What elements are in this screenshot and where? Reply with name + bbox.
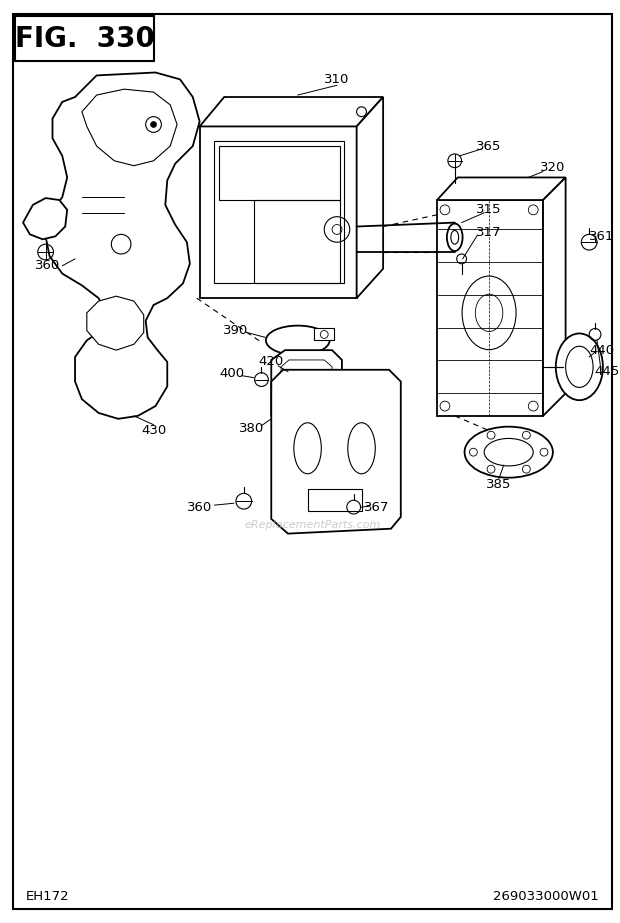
Text: 310: 310 — [324, 73, 350, 86]
Polygon shape — [200, 126, 356, 298]
Polygon shape — [272, 350, 342, 426]
Ellipse shape — [348, 423, 375, 473]
Text: 360: 360 — [35, 259, 60, 272]
Circle shape — [151, 122, 156, 127]
Text: 385: 385 — [486, 478, 512, 491]
Text: 367: 367 — [363, 500, 389, 513]
Text: 390: 390 — [223, 324, 249, 337]
Polygon shape — [437, 200, 543, 416]
Ellipse shape — [556, 333, 603, 401]
Text: 269033000W01: 269033000W01 — [494, 890, 599, 903]
Text: 315: 315 — [476, 203, 502, 216]
Ellipse shape — [447, 223, 463, 251]
Polygon shape — [272, 370, 401, 533]
Polygon shape — [356, 97, 383, 298]
Polygon shape — [87, 296, 144, 350]
Ellipse shape — [294, 423, 321, 473]
Ellipse shape — [266, 326, 330, 355]
Text: 317: 317 — [476, 226, 502, 239]
Polygon shape — [23, 198, 67, 239]
Text: 365: 365 — [476, 139, 502, 152]
Text: 380: 380 — [239, 422, 264, 435]
Text: 420: 420 — [259, 355, 284, 368]
Text: eReplacementParts.com: eReplacementParts.com — [244, 520, 381, 530]
Text: 440: 440 — [590, 343, 614, 356]
Text: EH172: EH172 — [26, 890, 69, 903]
Polygon shape — [543, 177, 565, 416]
Text: FIG.  330: FIG. 330 — [15, 25, 155, 54]
Polygon shape — [437, 177, 565, 200]
Text: 361: 361 — [589, 230, 614, 243]
Polygon shape — [281, 360, 332, 419]
Polygon shape — [46, 73, 200, 419]
Text: 320: 320 — [540, 162, 565, 174]
Polygon shape — [13, 14, 612, 909]
Polygon shape — [200, 97, 383, 126]
Text: 400: 400 — [219, 367, 244, 380]
Polygon shape — [314, 328, 334, 341]
Text: 445: 445 — [594, 366, 619, 378]
Ellipse shape — [464, 426, 553, 478]
Text: 360: 360 — [187, 500, 212, 513]
Polygon shape — [16, 16, 154, 61]
Polygon shape — [82, 90, 177, 166]
Text: 430: 430 — [141, 424, 166, 438]
